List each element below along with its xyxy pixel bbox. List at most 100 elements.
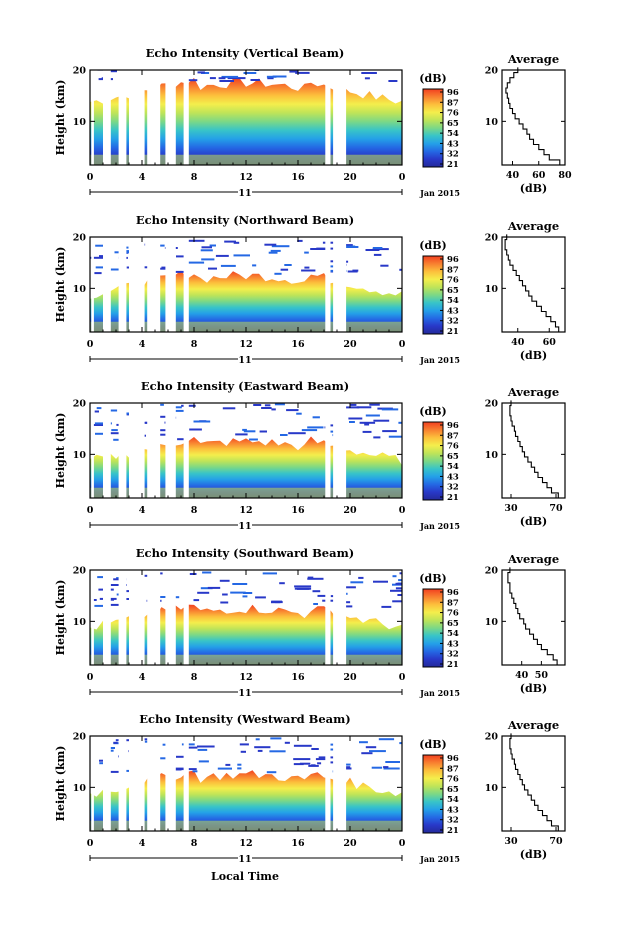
echo-speckle xyxy=(326,748,338,751)
colorbar xyxy=(422,255,444,335)
echo-speckle xyxy=(168,66,179,68)
colorbar xyxy=(422,88,444,168)
colorbar-label: 96 xyxy=(447,754,459,764)
echo-speckle xyxy=(187,239,205,242)
echo-speckle xyxy=(255,738,260,741)
echo-speckle xyxy=(299,762,311,765)
echo-speckle xyxy=(373,580,388,583)
echo-speckle xyxy=(94,410,99,413)
x-tick-label: 8 xyxy=(191,172,198,183)
data-gap xyxy=(325,237,331,332)
x-tick-label: 20 xyxy=(343,339,357,350)
echo-speckle xyxy=(399,57,415,59)
echo-speckle xyxy=(297,239,303,242)
date-label: Jan 2015 xyxy=(419,854,460,864)
data-gap xyxy=(118,403,127,498)
echo-speckle xyxy=(257,749,263,752)
echo-speckle xyxy=(230,591,246,594)
echo-speckle xyxy=(383,766,389,769)
echo-speckle xyxy=(339,586,356,589)
echo-speckle xyxy=(242,595,248,598)
x-tick-label: 20 xyxy=(343,672,357,683)
profile-line xyxy=(509,400,559,498)
echo-speckle xyxy=(108,747,115,749)
surface-band xyxy=(90,321,402,332)
profile-y-tick-label: 10 xyxy=(485,617,499,628)
x-tick-label: 0 xyxy=(87,339,94,350)
echo-speckle xyxy=(262,572,277,575)
colorbar-label: 43 xyxy=(447,306,459,316)
data-gap xyxy=(165,237,176,332)
y-axis-label: Height (km) xyxy=(54,580,67,656)
data-gap xyxy=(183,403,189,498)
echo-speckle xyxy=(207,586,221,589)
day-label-bg xyxy=(238,187,252,197)
colorbar xyxy=(422,754,444,834)
echo-speckle xyxy=(92,599,97,601)
echo-speckle xyxy=(381,605,392,608)
echo-speckle xyxy=(392,600,402,603)
profile-line xyxy=(509,733,559,831)
echo-speckle xyxy=(94,604,105,607)
echo-speckle xyxy=(242,64,246,66)
echo-speckle xyxy=(362,430,372,433)
y-tick-label: 10 xyxy=(73,284,87,295)
echo-speckle xyxy=(249,438,258,441)
profile-y-tick-label: 20 xyxy=(485,233,499,244)
echo-speckle xyxy=(350,581,364,584)
data-gap xyxy=(165,736,176,831)
y-axis-label: Height (km) xyxy=(54,247,67,323)
echo-speckle xyxy=(380,264,389,267)
x-tick-label: 12 xyxy=(239,838,252,849)
echo-speckle xyxy=(360,64,365,66)
echo-speckle xyxy=(361,72,377,74)
echo-speckle xyxy=(328,761,337,764)
chart-title: Echo Intensity (Northward Beam) xyxy=(136,213,354,227)
echo-speckle xyxy=(200,249,213,252)
echo-speckle xyxy=(201,72,210,74)
echo-speckle xyxy=(160,64,165,66)
x-tick-label: 0 xyxy=(399,672,406,683)
echo-speckle xyxy=(274,403,285,406)
echo-speckle xyxy=(209,244,216,247)
echo-speckle xyxy=(197,591,210,594)
colorbar-unit: (dB) xyxy=(419,405,446,418)
echo-speckle xyxy=(139,63,147,65)
echo-speckle xyxy=(373,436,381,439)
echo-speckle xyxy=(189,428,202,431)
data-gap xyxy=(333,70,347,165)
echo-speckle xyxy=(119,250,138,253)
data-gap xyxy=(103,70,111,165)
echo-speckle xyxy=(361,752,373,755)
echo-speckle xyxy=(270,737,282,740)
echo-speckle xyxy=(317,762,322,765)
echo-speckle xyxy=(395,582,402,585)
colorbar-label: 87 xyxy=(447,98,459,108)
heatmap xyxy=(90,45,415,165)
day-label: 11 xyxy=(238,854,251,865)
echo-speckle xyxy=(385,761,400,763)
data-gap xyxy=(118,70,127,165)
chart-panel: Echo Intensity (Northward Beam) 20 10 Heigh… xyxy=(54,213,566,366)
profile-y-tick-label: 10 xyxy=(485,783,499,794)
echo-speckle xyxy=(304,251,309,254)
echo-speckle xyxy=(250,79,260,81)
profile-frame xyxy=(501,735,566,832)
data-gap xyxy=(129,237,145,332)
y-axis-label: Height (km) xyxy=(54,80,67,156)
colorbar-label: 43 xyxy=(447,139,459,149)
colorbar-label: 43 xyxy=(447,805,459,815)
heatmap xyxy=(90,403,402,498)
colorbar-label: 32 xyxy=(447,650,459,660)
data-gap xyxy=(183,736,189,831)
data-gap xyxy=(103,570,111,665)
colorbar-label: 21 xyxy=(447,327,459,337)
y-tick-label: 20 xyxy=(73,66,87,77)
echo-speckle xyxy=(95,244,106,247)
echo-speckle xyxy=(113,741,118,744)
echo-speckle xyxy=(365,414,380,417)
echo-speckle xyxy=(261,407,272,409)
y-axis-label: Height (km) xyxy=(54,746,67,822)
echo-speckle xyxy=(243,592,253,594)
echo-speckle xyxy=(114,45,126,47)
